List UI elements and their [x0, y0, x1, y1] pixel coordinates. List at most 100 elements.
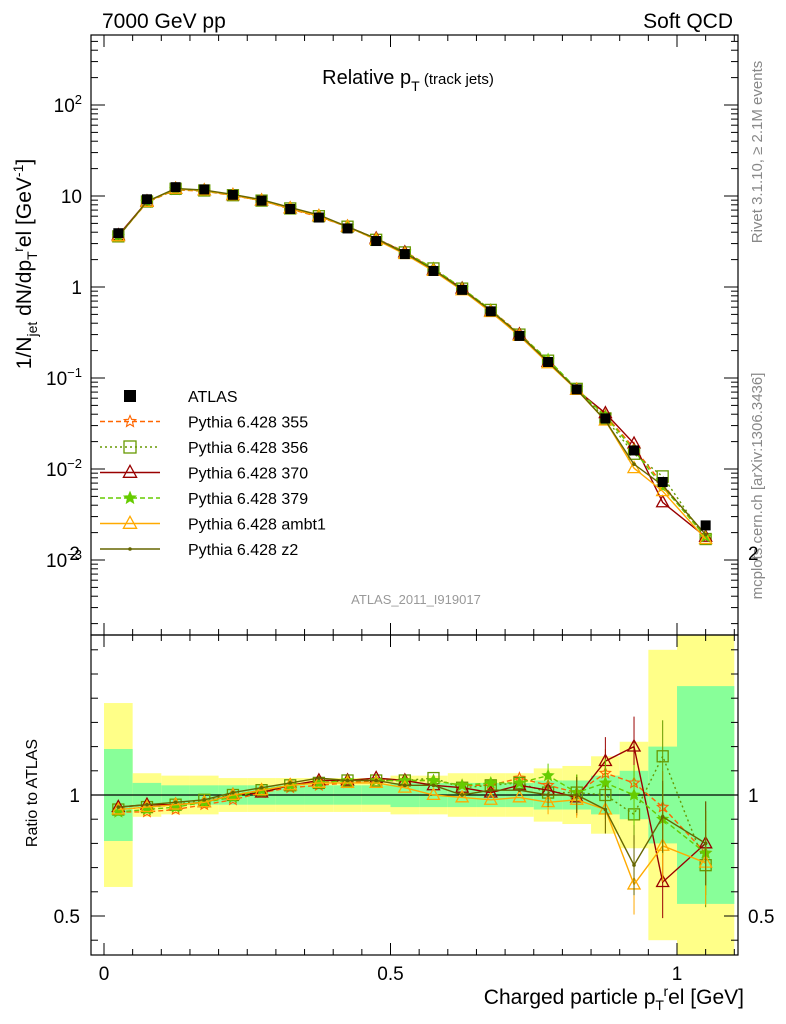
- data-marker: [170, 182, 181, 193]
- series-marker: [116, 805, 121, 809]
- legend: ATLAS Pythia 6.428 355 Pythia 6.428 356 Pyt…: [100, 389, 326, 559]
- mcplots-label: mcplots.cern.ch [arXiv:1306.3436]: [749, 373, 766, 600]
- series-marker: [340, 774, 355, 788]
- ratio-tick-label-right: 0.5: [748, 907, 774, 928]
- series-marker: [226, 792, 240, 806]
- rivet-label: Rivet 3.1.10, ≥ 2.1M events: [749, 61, 766, 244]
- series-marker: [283, 777, 298, 791]
- data-marker: [313, 212, 324, 223]
- series-marker: [698, 531, 713, 545]
- series-line: [117, 188, 707, 540]
- series-marker: [288, 781, 293, 785]
- data-marker: [514, 330, 525, 341]
- plot-title-extra: (track jets): [420, 71, 494, 88]
- ratio-y-label: Ratio to ATLAS: [24, 739, 41, 847]
- data-marker: [227, 189, 238, 200]
- y-tick-label: 1: [71, 278, 82, 299]
- series-marker: [632, 863, 636, 867]
- series-marker: [345, 778, 350, 783]
- series-marker: [460, 793, 464, 797]
- series-line: [117, 188, 707, 540]
- ratio-tick-label-left: 1: [69, 786, 80, 807]
- plot-title: Relative pT (track jets): [322, 67, 494, 94]
- data-marker: [543, 356, 554, 367]
- series-marker: [574, 793, 579, 797]
- data-marker: [457, 284, 468, 295]
- legend-label: Pythia 6.428 356: [188, 440, 308, 457]
- series-marker: [454, 789, 470, 803]
- series-marker: [128, 547, 132, 551]
- legend-label-atlas: ATLAS: [188, 389, 238, 406]
- data-marker: [600, 413, 611, 424]
- ratio-tick-label-left: 0.5: [54, 907, 80, 928]
- y-tick-label: 10−2: [46, 456, 82, 481]
- legend-label: Pythia 6.428 379: [188, 491, 308, 508]
- series-marker: [660, 814, 665, 819]
- data-marker: [485, 306, 496, 317]
- data-points: [113, 182, 711, 531]
- data-marker: [629, 445, 640, 456]
- series-marker: [626, 738, 642, 752]
- series-marker: [122, 463, 138, 478]
- series-line: [117, 189, 707, 538]
- legend-label: Pythia 6.428 z2: [188, 542, 298, 559]
- legend-marker-atlas: [124, 390, 136, 402]
- data-marker: [113, 228, 124, 239]
- legend-label: Pythia 6.428 355: [188, 415, 308, 432]
- series-marker: [431, 783, 436, 788]
- series-marker: [369, 774, 384, 788]
- ratio-series: [111, 716, 713, 919]
- series-marker: [512, 775, 527, 789]
- series-marker: [202, 798, 207, 802]
- series-marker: [397, 779, 412, 793]
- series-marker: [512, 789, 527, 803]
- y-tick-label: 10: [61, 187, 82, 208]
- data-marker: [657, 476, 668, 487]
- series-line: [117, 188, 707, 538]
- legend-label: Pythia 6.428 370: [188, 466, 308, 483]
- data-marker: [199, 184, 210, 195]
- plot-title-main: Relative p: [322, 67, 411, 89]
- series-line: [117, 188, 707, 538]
- series-marker: [168, 796, 183, 810]
- series-marker: [122, 490, 138, 505]
- series-marker: [317, 776, 321, 780]
- series-marker: [122, 414, 138, 428]
- series-marker: [173, 800, 178, 805]
- ratio-tick-label-right: 2: [748, 544, 759, 565]
- series-marker: [169, 802, 183, 816]
- series-marker: [483, 791, 498, 805]
- series-marker: [259, 785, 264, 790]
- data-marker: [571, 384, 582, 395]
- ratio-tick-label-right: 1: [748, 786, 759, 807]
- data-marker: [428, 265, 439, 276]
- x-tick-label: 0: [99, 964, 110, 985]
- ratio-bands: [91, 635, 738, 955]
- series-marker: [541, 768, 555, 782]
- series-marker: [603, 807, 608, 812]
- series-marker: [122, 514, 138, 529]
- data-marker: [700, 520, 711, 531]
- series-marker: [655, 483, 670, 497]
- series-marker: [111, 801, 126, 815]
- x-tick-label: 0.5: [377, 964, 403, 985]
- series-marker: [426, 773, 441, 787]
- watermark: ATLAS_2011_I919017: [351, 592, 481, 607]
- series-marker: [656, 750, 669, 763]
- ratio-series-line: [118, 754, 707, 866]
- series-marker: [311, 774, 327, 788]
- data-marker: [342, 223, 353, 234]
- ratio-tick-label-left: 2: [69, 544, 80, 565]
- x-tick-label: 1: [672, 964, 683, 985]
- header-right: Soft QCD: [643, 10, 733, 33]
- series-marker: [546, 793, 550, 797]
- data-marker: [141, 194, 152, 205]
- data-marker: [371, 236, 382, 247]
- series-marker: [145, 802, 149, 807]
- x-axis-label: Charged particle pTrel [GeV]: [484, 983, 744, 1013]
- series-marker: [627, 788, 641, 801]
- series-marker: [231, 790, 235, 795]
- data-marker: [399, 249, 410, 260]
- series-marker: [703, 532, 708, 537]
